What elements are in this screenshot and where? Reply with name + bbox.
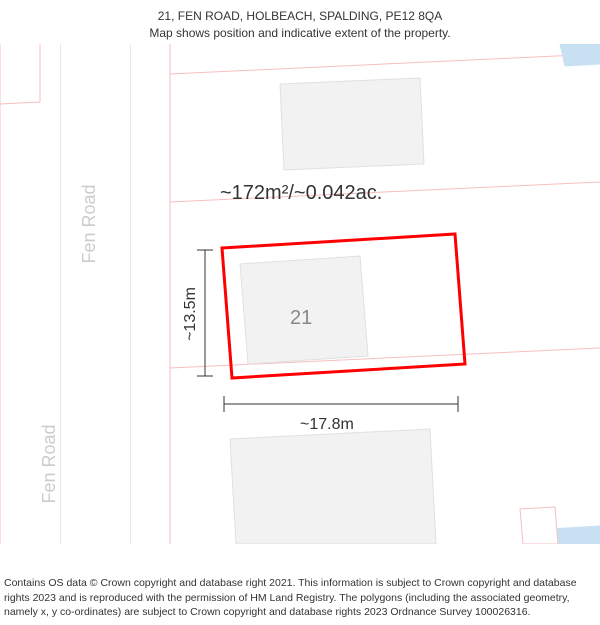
footer: Contains OS data © Crown copyright and d…	[4, 576, 596, 619]
road-left-edge	[60, 44, 61, 544]
parcel-line	[170, 348, 600, 368]
dim-vertical-label: ~13.5m	[182, 287, 199, 341]
road-right-edge	[130, 44, 131, 544]
map-svg: Fen Road Fen Road 21 ~172m²/~0.042ac. ~1…	[0, 44, 600, 544]
footer-text: Contains OS data © Crown copyright and d…	[4, 577, 577, 617]
corner-shape	[520, 507, 558, 544]
corner-shapes	[520, 44, 600, 544]
area-label: ~172m²/~0.042ac.	[220, 182, 382, 204]
header-title: 21, FEN ROAD, HOLBEACH, SPALDING, PE12 8…	[0, 8, 600, 25]
dim-horizontal: ~17.8m	[224, 396, 458, 433]
house-number: 21	[290, 307, 312, 329]
road-group: Fen Road Fen Road	[39, 44, 131, 544]
corner-shape	[560, 44, 600, 66]
building	[230, 429, 436, 544]
buildings	[230, 78, 436, 544]
dim-vertical: ~13.5m	[182, 250, 213, 376]
parcel-line	[0, 102, 40, 104]
road-label-1: Fen Road	[79, 184, 99, 263]
header: 21, FEN ROAD, HOLBEACH, SPALDING, PE12 8…	[0, 8, 600, 42]
parcel-line	[170, 54, 600, 74]
road-label-2: Fen Road	[39, 424, 59, 503]
building	[280, 78, 424, 170]
header-subtitle: Map shows position and indicative extent…	[0, 25, 600, 42]
dim-horizontal-label: ~17.8m	[300, 416, 354, 433]
